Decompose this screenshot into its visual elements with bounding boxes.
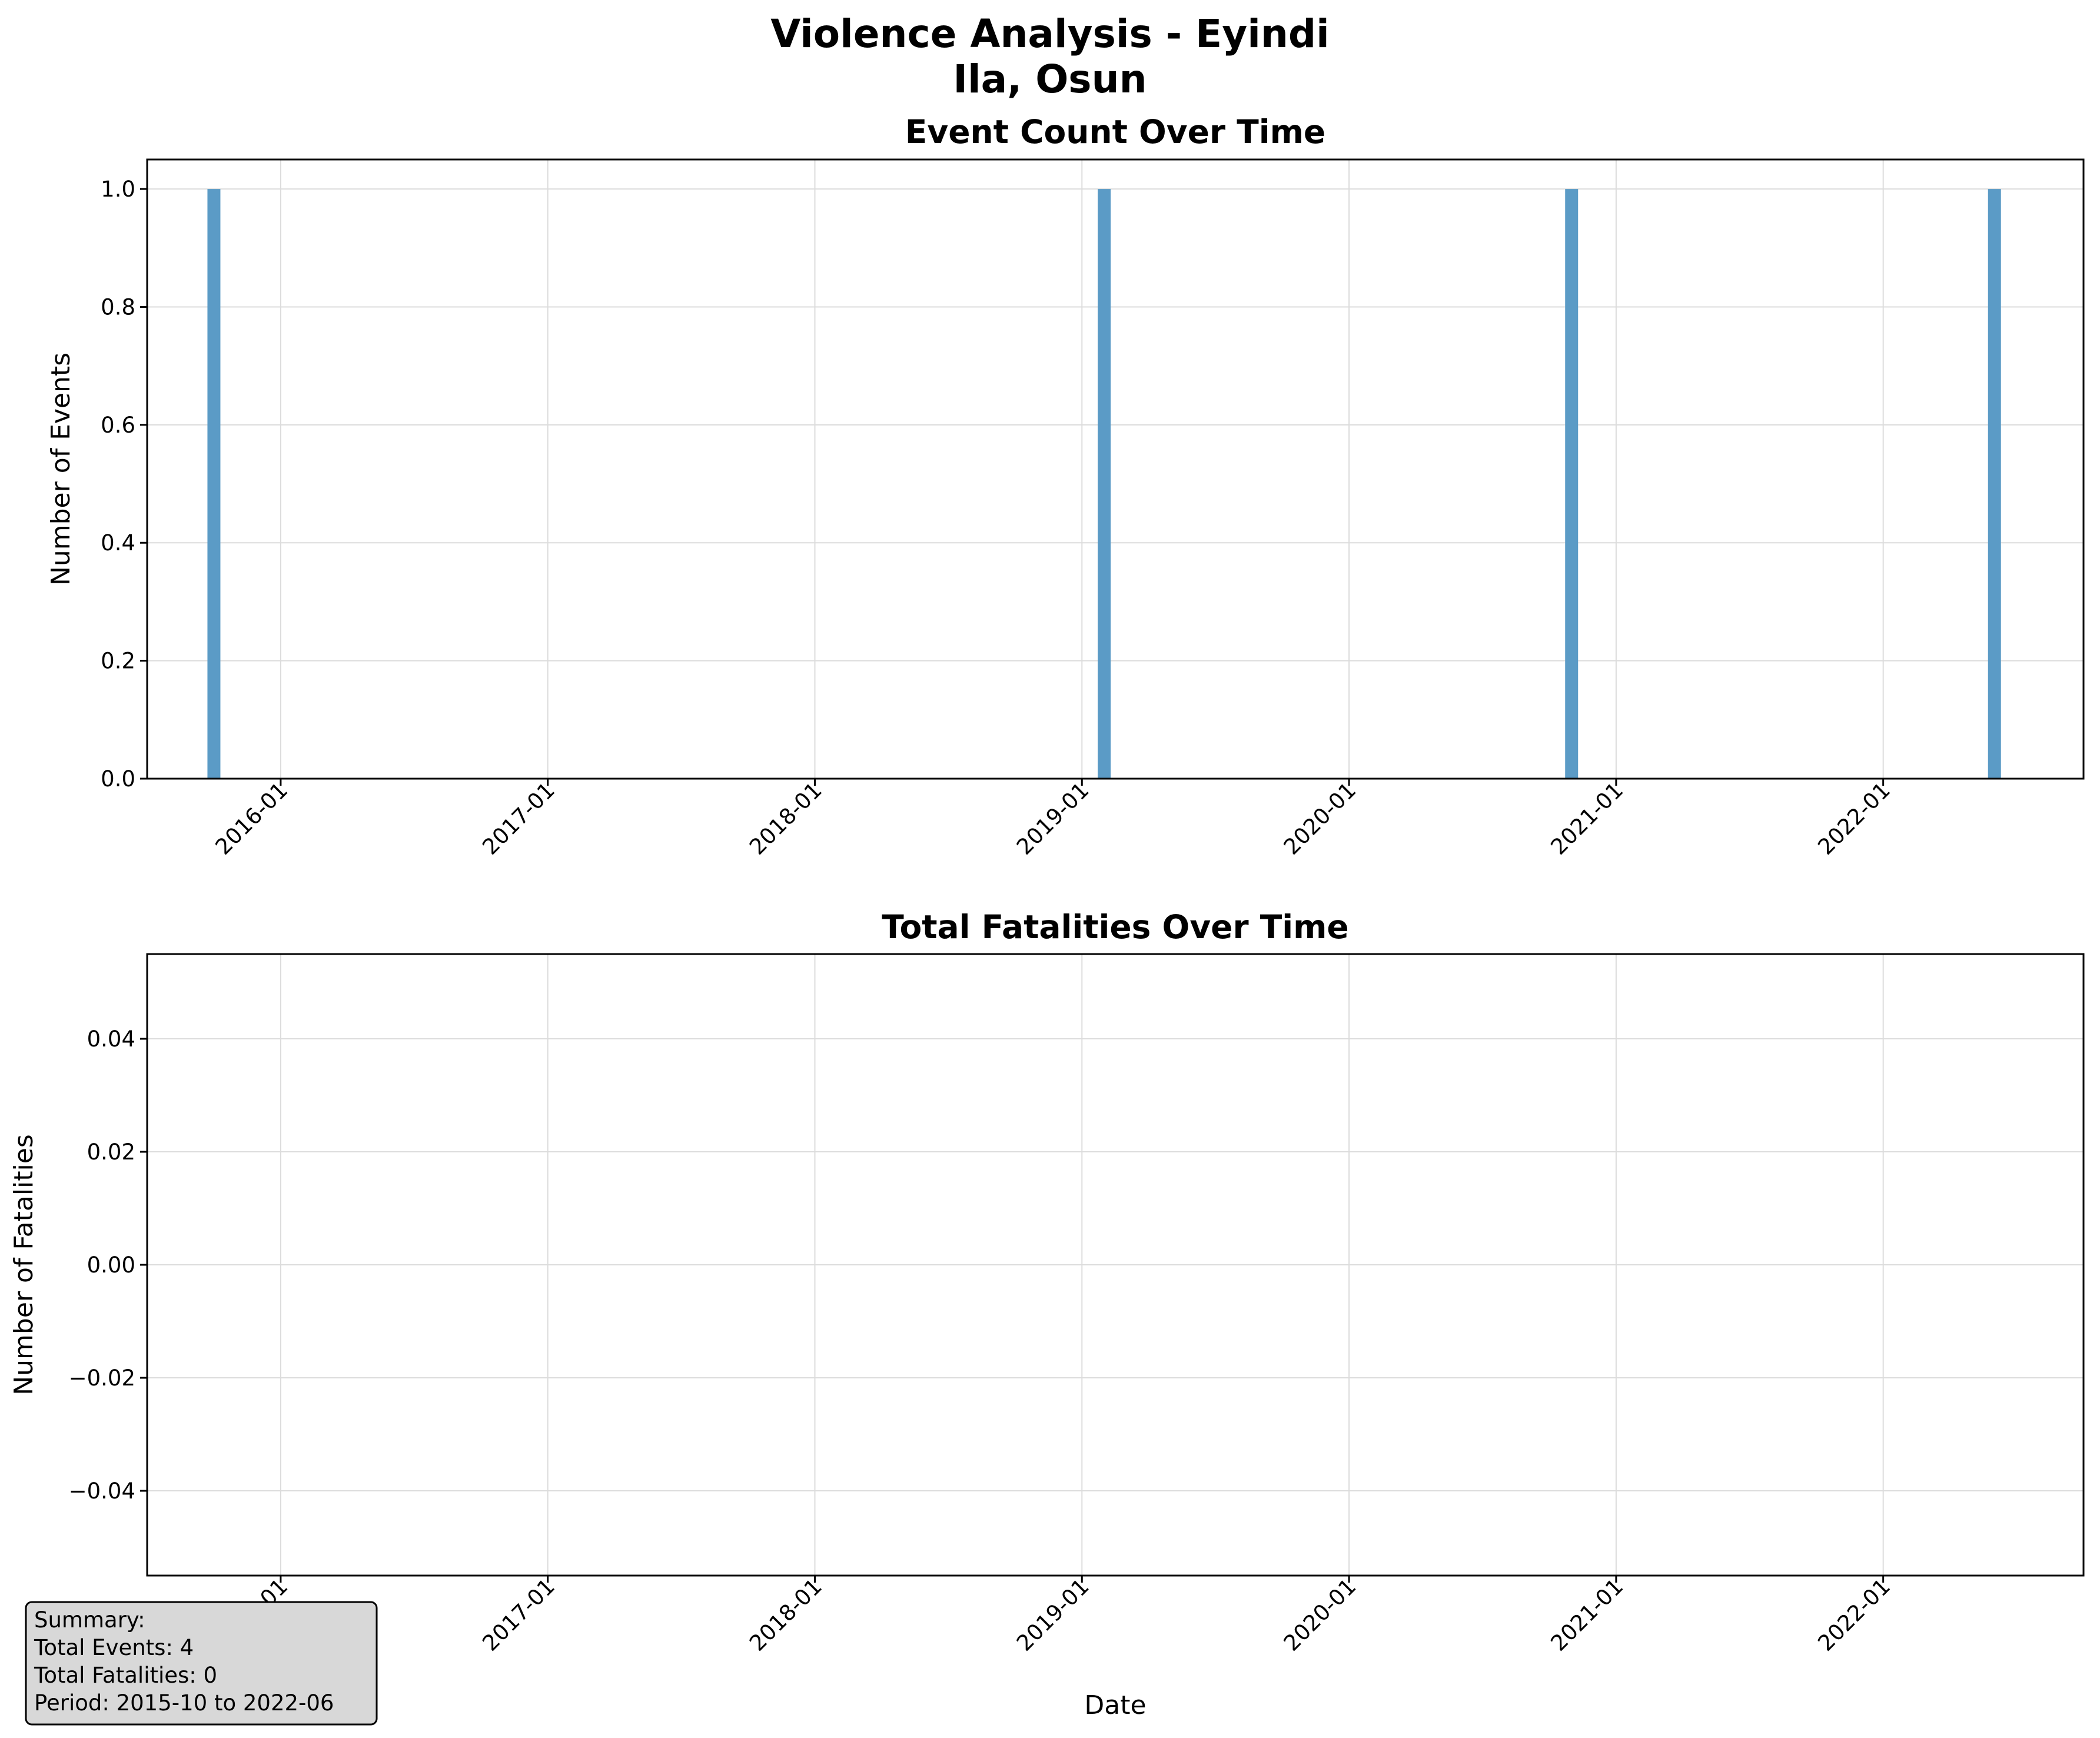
y-tick-label: 1.0: [101, 177, 135, 202]
figure-title-line1: Violence Analysis - Eyindi: [770, 11, 1330, 57]
summary-box: Summary: Total Events: 4 Total Fatalitie…: [25, 1601, 378, 1726]
x-tick-label: 2022-01: [1813, 777, 1895, 860]
bar-2019-02: [1098, 189, 1111, 779]
x-tick-label: 2017-01: [477, 777, 560, 860]
y-tick-label: −0.02: [69, 1365, 135, 1391]
bar-2022-06: [1988, 189, 2001, 779]
bar-2020-11: [1565, 189, 1579, 779]
y-axis-label: Number of Fatalities: [9, 1134, 39, 1395]
x-tick-label: 2018-01: [745, 777, 827, 860]
x-tick-label: 2018-01: [745, 1574, 827, 1656]
summary-box-background: [25, 1601, 378, 1726]
x-tick-label: 2019-01: [1012, 777, 1094, 860]
y-tick-label: 0.0: [101, 766, 135, 792]
x-axis-label: Date: [1084, 1690, 1146, 1720]
y-tick-label: 0.2: [101, 649, 135, 674]
summary-period: Period: 2015-10 to 2022-06: [34, 1690, 334, 1716]
y-axis-label: Number of Events: [46, 353, 76, 586]
x-tick-label: 2020-01: [1279, 777, 1361, 860]
x-tick-label: 2022-01: [1813, 1574, 1895, 1656]
subplot-title: Event Count Over Time: [905, 113, 1325, 151]
x-tick-label: 2020-01: [1279, 1574, 1361, 1656]
plot-frame: [146, 158, 2085, 780]
summary-heading: Summary:: [34, 1607, 145, 1633]
summary-total-fatalities: Total Fatalities: 0: [34, 1663, 217, 1688]
summary-total-events: Total Events: 4: [34, 1635, 194, 1660]
subplot-title: Total Fatalities Over Time: [882, 908, 1348, 946]
figure-title-line2: Ila, Osun: [953, 57, 1147, 102]
events-panel: 0.0 0.2 0.4 0.6 0.8 1.0 2016-01 2017-01 2018-01 2…: [46, 113, 2085, 860]
y-tick-label: 0.00: [87, 1252, 135, 1278]
x-tick-label: 2021-01: [1546, 777, 1628, 860]
y-tick-label: 0.6: [101, 413, 135, 438]
x-tick-label: 2021-01: [1546, 1574, 1628, 1656]
bar-2015-10: [207, 189, 221, 779]
y-tick-label: 0.04: [87, 1026, 135, 1052]
y-tick-label: 0.8: [101, 294, 135, 320]
x-tick-label: 2017-01: [477, 1574, 560, 1656]
y-tick-label: 0.02: [87, 1139, 135, 1165]
y-tick-label: 0.4: [101, 530, 135, 556]
y-tick-label: −0.04: [69, 1478, 135, 1504]
x-tick-label: 2016-01: [211, 777, 293, 860]
x-tick-label: 2019-01: [1012, 1574, 1094, 1656]
fatalities-panel: −0.04−0.020.000.020.042016-012017-012018…: [9, 908, 2085, 1720]
